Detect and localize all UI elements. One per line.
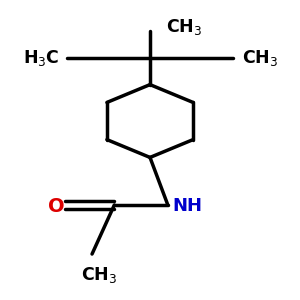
Text: O: O: [48, 197, 65, 216]
Text: CH$_3$: CH$_3$: [81, 265, 118, 285]
Text: H$_3$C: H$_3$C: [23, 48, 59, 68]
Text: CH$_3$: CH$_3$: [242, 48, 278, 68]
Text: CH$_3$: CH$_3$: [166, 17, 202, 37]
Text: NH: NH: [172, 197, 202, 215]
